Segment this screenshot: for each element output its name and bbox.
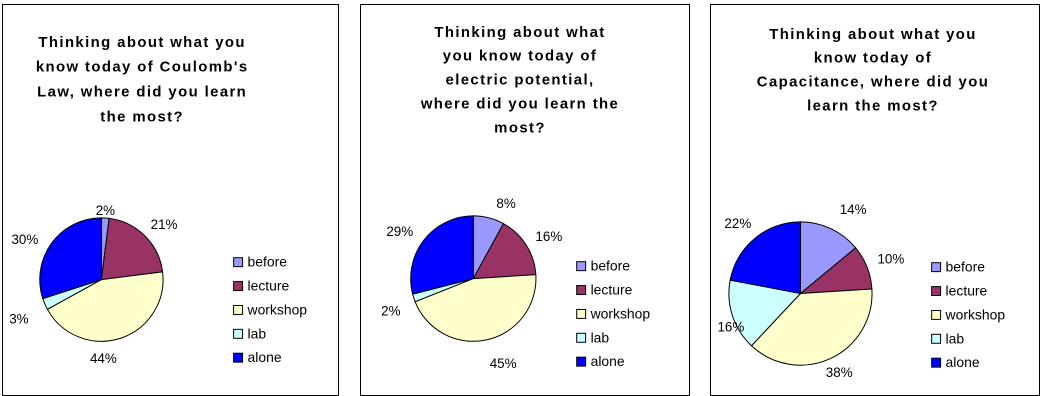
pie-chart-coulombs-law-svg: Thinking about what you know today of Co…: [9, 35, 308, 366]
legend-label-lecture: lecture: [248, 278, 290, 294]
legend-swatch-lab: [931, 333, 942, 344]
legend-label-before: before: [591, 258, 631, 274]
chart-title-electric-potential: Thinking about what you know today of el…: [420, 25, 619, 137]
legend-label-workshop: workshop: [945, 306, 1006, 322]
pie-slices: [410, 215, 537, 342]
chart-title-capacitance: Thinking about what you know today of Ca…: [757, 27, 989, 115]
percent-label-lecture: 16%: [535, 229, 562, 244]
chart-title-line-3: Law, where did you learn: [37, 85, 247, 101]
pie-slice-before: [799, 221, 857, 295]
percent-label-alone: 29%: [386, 224, 413, 239]
pie-chart-panel-electric-potential: Thinking about what you know today of el…: [360, 4, 690, 396]
legend-swatch-before: [576, 261, 587, 272]
percent-label-before: 2%: [96, 203, 115, 218]
pie-slices: [728, 221, 873, 366]
pie-chart-electric-potential-svg: Thinking about what you know today of el…: [381, 25, 651, 371]
legend-swatch-lecture: [931, 286, 942, 297]
legend-swatch-workshop: [576, 308, 587, 319]
legend-swatch-before: [233, 257, 244, 268]
legend-label-lab: lab: [591, 329, 610, 345]
pie-slice-alone: [39, 217, 102, 300]
pie-chart-capacitance-svg: Thinking about what you know today of Ca…: [717, 27, 1006, 380]
legend-swatch-workshop: [233, 304, 244, 315]
percent-label-lab: 2%: [381, 303, 400, 318]
percent-label-lab: 16%: [717, 319, 744, 334]
legend-swatch-alone: [233, 352, 244, 363]
legend-swatch-lab: [233, 328, 244, 339]
chart-title-line-1: Thinking about what: [434, 25, 605, 41]
chart-title-line-3: electric potential,: [446, 73, 595, 89]
chart-title-line-1: Thinking about what you: [38, 35, 245, 51]
percentage-labels: 14% 10% 38% 16% 22%: [717, 202, 904, 380]
percent-label-lecture: 21%: [151, 217, 178, 232]
legend-label-lecture: lecture: [591, 282, 633, 298]
chart-title-line-3: Capacitance, where did you: [757, 75, 989, 91]
percent-label-lecture: 10%: [877, 252, 904, 267]
pie-chart-panel-coulombs-law: Thinking about what you know today of Co…: [2, 4, 339, 396]
legend-swatch-workshop: [931, 309, 942, 320]
percent-label-alone: 22%: [724, 216, 751, 231]
legend-label-before: before: [248, 254, 288, 270]
pie-slice-workshop: [46, 271, 164, 342]
pie-slice-alone: [729, 221, 801, 295]
pie-slice-alone: [410, 215, 474, 295]
percent-label-workshop: 44%: [90, 351, 117, 366]
legend-swatch-lecture: [576, 285, 587, 296]
percentage-labels: 8% 16% 45% 2% 29%: [381, 196, 562, 371]
percent-label-lab: 3%: [9, 311, 28, 326]
pie-chart-panel-capacitance: Thinking about what you know today of Ca…: [710, 4, 1040, 396]
pie-slice-workshop: [414, 274, 537, 342]
chart-title-line-5: most?: [494, 120, 546, 136]
percent-label-workshop: 45%: [490, 356, 517, 371]
percentage-labels: 2% 21% 44% 3% 30%: [9, 203, 177, 366]
chart-title-line-4: learn the most?: [807, 98, 939, 114]
legend-swatch-before: [931, 262, 942, 273]
legend-label-workshop: workshop: [590, 305, 651, 321]
legend-swatch-alone: [576, 356, 587, 367]
legend-label-alone: alone: [946, 354, 980, 370]
legend-label-workshop: workshop: [247, 301, 308, 317]
percent-label-before: 8%: [496, 196, 515, 211]
legend-swatch-lab: [576, 332, 587, 343]
legend: before lecture workshop lab alone: [576, 258, 651, 369]
legend-label-lab: lab: [248, 325, 267, 341]
percent-label-before: 14%: [840, 202, 867, 217]
legend: before lecture workshop lab alone: [233, 254, 308, 365]
legend-swatch-lecture: [233, 281, 244, 292]
pie-slice-workshop: [750, 288, 873, 366]
chart-title-line-2: know today of Coulomb's: [36, 60, 249, 76]
legend-label-lab: lab: [946, 330, 965, 346]
legend-swatch-alone: [931, 357, 942, 368]
chart-title-line-4: where did you learn the: [420, 96, 619, 112]
chart-title-coulombs-law: Thinking about what you know today of Co…: [36, 35, 249, 126]
chart-title-line-2: you know today of: [443, 49, 597, 65]
chart-title-line-1: Thinking about what you: [769, 27, 976, 43]
chart-title-line-2: know today of: [814, 51, 932, 67]
pie-slices: [39, 217, 164, 342]
pie-slice-lab: [728, 279, 802, 347]
percent-label-alone: 30%: [11, 232, 38, 247]
legend-label-alone: alone: [248, 349, 282, 365]
chart-title-line-4: the most?: [100, 109, 184, 125]
legend-label-lecture: lecture: [946, 283, 988, 299]
pie-slice-lecture: [100, 217, 164, 281]
percent-label-workshop: 38%: [826, 365, 853, 380]
legend-label-alone: alone: [591, 353, 625, 369]
pie-slice-lecture: [472, 222, 537, 280]
legend-label-before: before: [946, 259, 986, 275]
legend: before lecture workshop lab alone: [931, 259, 1006, 370]
